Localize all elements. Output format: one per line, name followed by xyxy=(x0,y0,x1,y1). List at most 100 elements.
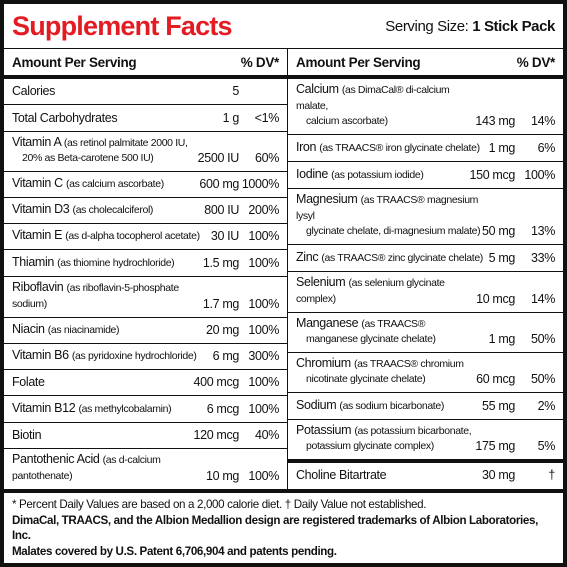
nutrient-row: Manganese (as TRAACS® manganese glycinate… xyxy=(288,313,563,353)
amount: 5 mg xyxy=(488,251,516,265)
nutrient-detail: (as TRAACS® magnesium lysyl xyxy=(296,194,479,222)
nutrient-row: Vitamin D3 (as cholecalciferol) 800 IU 200… xyxy=(4,198,287,225)
daily-value: 300% xyxy=(248,349,279,364)
amount: 2500 IU xyxy=(197,150,240,165)
daily-value: 100% xyxy=(248,468,279,483)
nutrient-row: Thiamin (as thiomine hydrochloride) 1.5 m… xyxy=(4,250,287,277)
amount: 1 mg xyxy=(488,332,516,346)
nutrient-name-cell: Manganese (as TRAACS® manganese glycinate… xyxy=(296,316,489,347)
nutrient-name: Iodine xyxy=(296,167,328,181)
right-column: Amount Per Serving % DV* Calcium (as Dima… xyxy=(288,49,563,489)
nutrient-row: Total Carbohydrates 1 g <1% xyxy=(4,105,287,132)
amount: 120 mcg xyxy=(193,427,240,442)
amount: 20 mg xyxy=(206,322,239,337)
daily-value: 100% xyxy=(248,229,279,244)
daily-value: † xyxy=(548,467,555,482)
nutrient-row: Vitamin E (as d-alpha tocopherol acetate… xyxy=(4,224,287,251)
column-header: Amount Per Serving % DV* xyxy=(4,49,287,79)
nutrient-row: Calories 5 xyxy=(4,79,287,106)
nutrient-name: Vitamin A xyxy=(12,134,61,149)
nutrient-name: Niacin xyxy=(12,321,45,336)
dv-header: % DV* xyxy=(516,54,556,70)
nutrient-detail: (as DimaCal® di-calcium malate, xyxy=(296,84,450,112)
nutrient-row: Sodium (as sodium bicarbonate) 55 mg 2% xyxy=(288,393,563,420)
amount: 1.5 mg xyxy=(202,255,239,270)
nutrient-name-cell: Calcium (as DimaCal® di-calcium malate, c… xyxy=(296,82,475,129)
amount: 400 mcg xyxy=(193,375,240,390)
rows: Calcium (as DimaCal® di-calcium malate, c… xyxy=(288,79,563,459)
nutrient-name: Vitamin C xyxy=(12,175,63,190)
nutrient-name-cell: Vitamin B12 (as methylcobalamin) xyxy=(12,401,207,417)
serving-size: Serving Size: 1 Stick Pack xyxy=(385,18,555,35)
nutrient-detail: manganese glycinate chelate) xyxy=(306,333,436,345)
nutrient-name: Selenium xyxy=(296,275,346,289)
amount: 10 mg xyxy=(206,468,239,483)
nutrient-name-cell: Calories xyxy=(12,84,232,99)
nutrient-detail: nicotinate glycinate chelate) xyxy=(306,373,426,385)
nutrient-detail: calcium ascorbate) xyxy=(306,115,388,127)
nutrient-name: Chromium xyxy=(296,356,351,370)
nutrient-row: Selenium (as selenium glycinate complex)… xyxy=(288,272,563,313)
nutrient-detail: 20% as Beta-carotene 500 IU) xyxy=(22,151,154,164)
nutrient-name: Zinc xyxy=(296,250,319,264)
nutrient-detail: (as potassium iodide) xyxy=(331,169,424,181)
amount: 6 mcg xyxy=(206,401,240,416)
amount: 30 mg xyxy=(482,467,515,482)
nutrient-name-cell: Zinc (as TRAACS® zinc glycinate chelate) xyxy=(296,250,489,266)
footnotes: * Percent Daily Values are based on a 2,… xyxy=(4,489,563,563)
nutrient-name: Calcium xyxy=(296,82,339,96)
amount-header: Amount Per Serving xyxy=(12,54,137,70)
nutrient-name: Sodium xyxy=(296,398,337,412)
nutrient-row: Biotin 120 mcg 40% xyxy=(4,423,287,449)
nutrient-name-cell: Pantothenic Acid (as d-calcium pantothen… xyxy=(12,452,206,484)
amount: 5 xyxy=(232,84,239,99)
nutrient-detail: (as TRAACS® xyxy=(361,318,426,330)
column-header: Amount Per Serving % DV* xyxy=(288,49,563,79)
nutrient-row: Niacin (as niacinamide) 20 mg 100% xyxy=(4,318,287,344)
nutrient-row: Zinc (as TRAACS® zinc glycinate chelate)… xyxy=(288,245,563,272)
nutrient-name: Potassium xyxy=(296,423,352,437)
rows: Calories 5 Total Carbohydrates 1 g <1% Vitami… xyxy=(4,79,287,489)
nutrient-row: Chromium (as TRAACS® chromium nicotinate … xyxy=(288,353,563,393)
nutrient-detail: (as TRAACS® iron glycinate chelate) xyxy=(319,142,480,154)
nutrient-name-cell: Niacin (as niacinamide) xyxy=(12,322,206,338)
amount: 175 mg xyxy=(475,439,515,453)
nutrient-name-cell: Selenium (as selenium glycinate complex) xyxy=(296,275,476,307)
daily-value: 33% xyxy=(531,251,555,265)
daily-value: 100% xyxy=(248,322,279,337)
nutrient-name: Choline Bitartrate xyxy=(296,467,387,482)
nutrient-name-cell: Iron (as TRAACS® iron glycinate chelate) xyxy=(296,140,489,156)
daily-value: 6% xyxy=(537,141,556,155)
daily-value: 50% xyxy=(531,372,555,386)
left-column: Amount Per Serving % DV* Calories 5 Total C… xyxy=(4,49,288,489)
nutrient-name-cell: Total Carbohydrates xyxy=(12,111,223,126)
nutrient-name-cell: Vitamin B6 (as pyridoxine hydrochloride) xyxy=(12,348,213,364)
footnote: DimaCal, TRAACS, and the Albion Medallio… xyxy=(12,513,538,543)
amount: 30 IU xyxy=(210,229,239,244)
amount: 800 IU xyxy=(204,203,239,218)
amount: 60 mcg xyxy=(476,372,515,386)
nutrient-name: Folate xyxy=(12,375,45,390)
nutrient-name-cell: Biotin xyxy=(12,428,194,443)
amount: 143 mg xyxy=(475,114,515,128)
daily-value: 100% xyxy=(248,401,279,416)
daily-value: 2% xyxy=(537,399,556,413)
amount: 150 mcg xyxy=(469,168,516,182)
nutrient-name: Calories xyxy=(12,84,56,99)
nutrient-detail: (as methylcobalamin) xyxy=(78,402,172,415)
nutrient-row: Pantothenic Acid (as d-calcium pantothen… xyxy=(4,449,287,489)
nutrient-name: Biotin xyxy=(12,427,42,442)
nutrient-detail: (as pyridoxine hydrochloride) xyxy=(71,350,197,363)
daily-value: 60% xyxy=(255,150,279,165)
nutrient-name-cell: Vitamin D3 (as cholecalciferol) xyxy=(12,202,204,218)
daily-value: 1000% xyxy=(241,176,280,191)
nutrient-name: Vitamin B12 xyxy=(12,400,76,415)
amount: 6 mg xyxy=(212,349,240,364)
nutrient-row: Vitamin C (as calcium ascorbate) 600 mg 10… xyxy=(4,172,287,198)
nutrient-detail: (as riboflavin-5-phosphate sodium) xyxy=(12,281,179,310)
nutrient-detail: (as thiomine hydrochloride) xyxy=(57,256,175,269)
serving-size-label: Serving Size: xyxy=(385,17,469,35)
nutrient-detail: potassium glycinate complex) xyxy=(306,440,434,452)
nutrient-row: Folate 400 mcg 100% xyxy=(4,370,287,397)
daily-value: 40% xyxy=(255,427,279,442)
